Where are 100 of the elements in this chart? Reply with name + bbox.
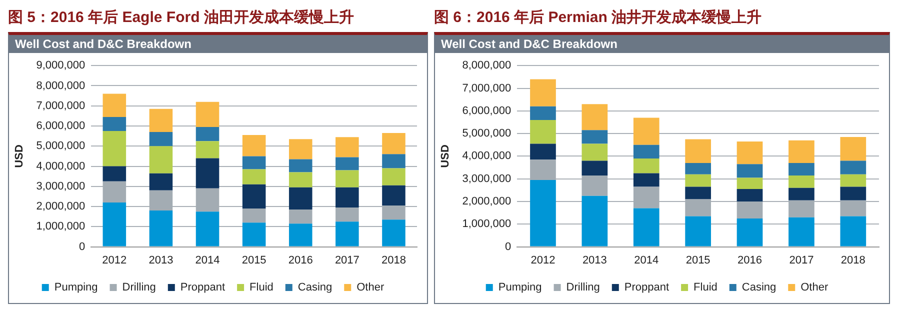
x-tick-label: 2016 <box>288 254 313 266</box>
y-tick-label: 0 <box>79 240 86 253</box>
bar <box>336 137 359 158</box>
y-tick-label: 4,000,000 <box>462 150 512 162</box>
x-tick-label: 2012 <box>102 254 127 266</box>
bar <box>288 172 312 188</box>
y-tick-label: 7,000,000 <box>462 82 512 94</box>
x-tick-label: 2012 <box>530 254 556 266</box>
bar <box>196 212 220 246</box>
bar <box>633 144 660 158</box>
bar <box>840 136 866 161</box>
bar <box>242 169 266 184</box>
chart-subtitle: Well Cost and D&C Breakdown <box>435 35 889 53</box>
bar <box>242 208 266 223</box>
y-axis-title: USD <box>14 144 26 168</box>
y-tick-label: 5,000,000 <box>36 140 86 152</box>
bar <box>102 202 126 246</box>
bar <box>382 154 406 168</box>
bar <box>530 180 556 246</box>
x-tick-label: 2018 <box>381 254 406 266</box>
bar <box>149 108 173 132</box>
bar <box>530 79 556 106</box>
bar <box>288 139 312 160</box>
bar <box>685 216 711 246</box>
bar <box>633 118 660 145</box>
bar <box>582 160 608 176</box>
bar <box>685 162 711 174</box>
y-tick-label: 0 <box>505 240 512 253</box>
bar <box>288 224 312 246</box>
y-tick-label: 6,000,000 <box>462 104 512 117</box>
legend-label: Casing <box>742 282 776 294</box>
y-tick-label: 2,000,000 <box>36 200 86 213</box>
bar <box>582 104 608 130</box>
y-tick-label: 3,000,000 <box>36 180 86 192</box>
y-tick-label: 2,000,000 <box>462 196 512 208</box>
bar <box>530 106 556 120</box>
bar <box>840 160 866 174</box>
x-tick-label: 2013 <box>148 254 174 266</box>
bar <box>242 222 266 246</box>
legend-label: Other <box>800 282 828 294</box>
bar <box>288 210 312 224</box>
y-tick-label: 9,000,000 <box>36 60 86 72</box>
bar <box>840 216 866 246</box>
bar <box>336 157 359 170</box>
y-tick-label: 4,000,000 <box>36 160 86 172</box>
bar <box>102 94 126 117</box>
y-tick-label: 1,000,000 <box>36 220 86 233</box>
x-tick-label: 2017 <box>789 254 814 266</box>
bar <box>840 174 866 187</box>
x-tick-label: 2015 <box>686 254 710 266</box>
x-tick-label: 2018 <box>840 254 866 266</box>
bar <box>196 102 220 128</box>
bar <box>736 141 763 164</box>
bar <box>288 159 312 172</box>
legend-label: Proppant <box>624 282 670 294</box>
bar <box>736 218 763 246</box>
x-tick-label: 2015 <box>242 254 266 266</box>
legend-label: Drilling <box>122 282 156 294</box>
y-tick-label: 8,000,000 <box>462 60 512 72</box>
bar <box>788 140 814 163</box>
bar <box>242 135 266 156</box>
y-tick-label: 7,000,000 <box>36 100 86 112</box>
legend-label: Drilling <box>566 282 600 294</box>
bar <box>382 185 406 206</box>
x-tick-label: 2014 <box>634 254 659 266</box>
bar <box>149 210 173 246</box>
y-tick-label: 1,000,000 <box>462 218 512 230</box>
bar <box>102 116 126 132</box>
legend-label: Proppant <box>180 282 226 294</box>
bar <box>582 196 608 246</box>
bar <box>633 208 660 246</box>
y-tick-label: 5,000,000 <box>462 128 512 140</box>
legend-label: Other <box>356 282 384 294</box>
y-axis-title: USD <box>440 144 452 168</box>
chart-title: 图 6：2016 年后 Permian 油井开发成本缓慢上升 <box>434 8 763 28</box>
bar <box>685 186 711 200</box>
bar <box>633 173 660 187</box>
bar <box>336 208 359 222</box>
legend-label: Fluid <box>694 282 718 294</box>
bar <box>788 188 814 200</box>
bar <box>102 166 126 182</box>
bar <box>788 175 814 188</box>
bar <box>382 133 406 154</box>
bar <box>736 178 763 190</box>
x-tick-label: 2013 <box>582 254 607 266</box>
bar <box>196 127 220 142</box>
bar <box>102 131 126 166</box>
chart-title: 图 5：2016 年后 Eagle Ford 油田开发成本缓慢上升 <box>8 8 355 28</box>
legend-label: Fluid <box>250 282 274 294</box>
bar <box>685 174 711 187</box>
bar <box>149 146 173 174</box>
bar <box>736 189 763 202</box>
y-tick-label: 8,000,000 <box>36 80 86 92</box>
y-tick-label: 3,000,000 <box>462 172 512 185</box>
bar <box>685 139 711 163</box>
bar <box>788 162 814 176</box>
x-tick-label: 2014 <box>195 254 220 266</box>
bar <box>530 120 556 144</box>
bar <box>382 168 406 186</box>
bar <box>336 222 359 246</box>
